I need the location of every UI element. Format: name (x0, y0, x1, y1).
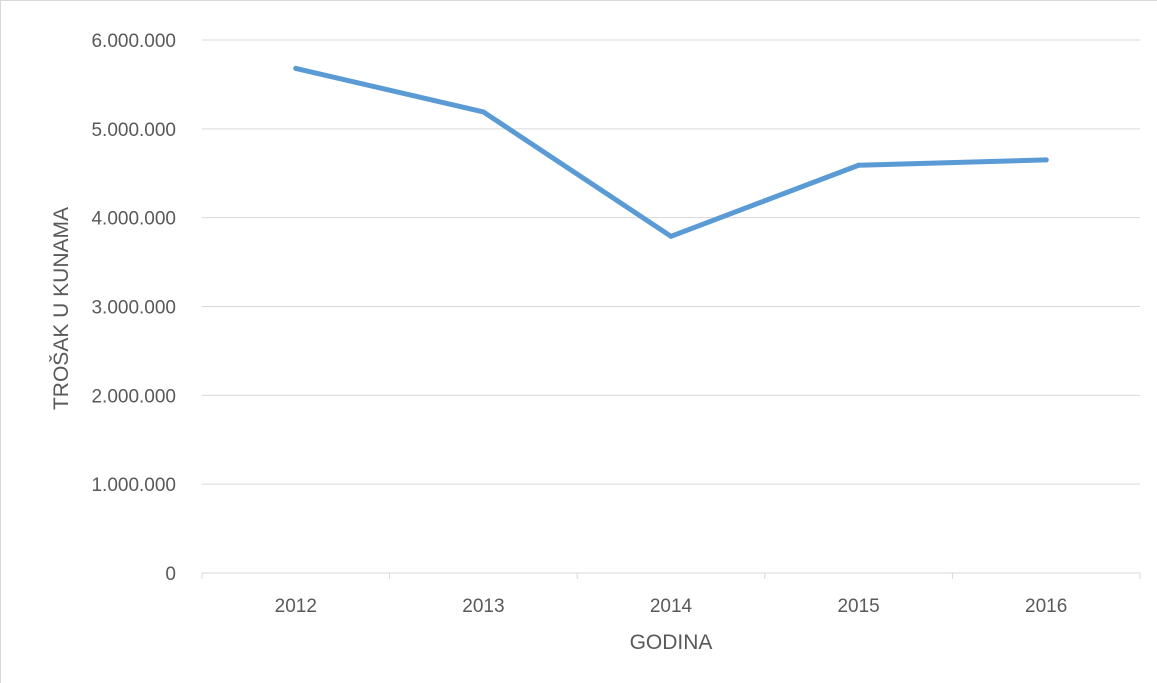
x-tick-label: 2015 (837, 596, 879, 617)
y-axis-title: TROŠAK U KUNAMA (50, 207, 73, 410)
data-point (668, 233, 674, 239)
x-tick-label: 2013 (462, 596, 504, 617)
series-line (293, 65, 1049, 239)
y-tick-label: 4.000.000 (91, 209, 176, 230)
y-tick-label: 6.000.000 (91, 31, 176, 52)
gridlines (202, 39, 1140, 485)
y-tick-label: 5.000.000 (91, 120, 176, 141)
data-point (480, 109, 486, 115)
data-point (293, 65, 299, 71)
y-tick-label: 0 (165, 564, 176, 585)
data-point (1043, 157, 1049, 163)
data-point (856, 162, 862, 168)
x-axis-tick-labels: 2012 2013 2014 2015 2016 (275, 596, 1068, 617)
y-tick-label: 3.000.000 (91, 298, 176, 319)
series-group (293, 65, 1049, 239)
y-tick-label: 2.000.000 (91, 386, 176, 407)
x-axis (201, 572, 1141, 579)
x-tick-label: 2014 (650, 596, 693, 617)
x-axis-title: GODINA (630, 631, 713, 654)
x-tick-label: 2012 (275, 596, 317, 617)
x-tick-label: 2016 (1025, 596, 1067, 617)
y-axis-tick-labels: 0 1.000.000 2.000.000 3.000.000 4.000.000 5.0… (91, 31, 176, 585)
y-tick-label: 1.000.000 (91, 475, 176, 496)
